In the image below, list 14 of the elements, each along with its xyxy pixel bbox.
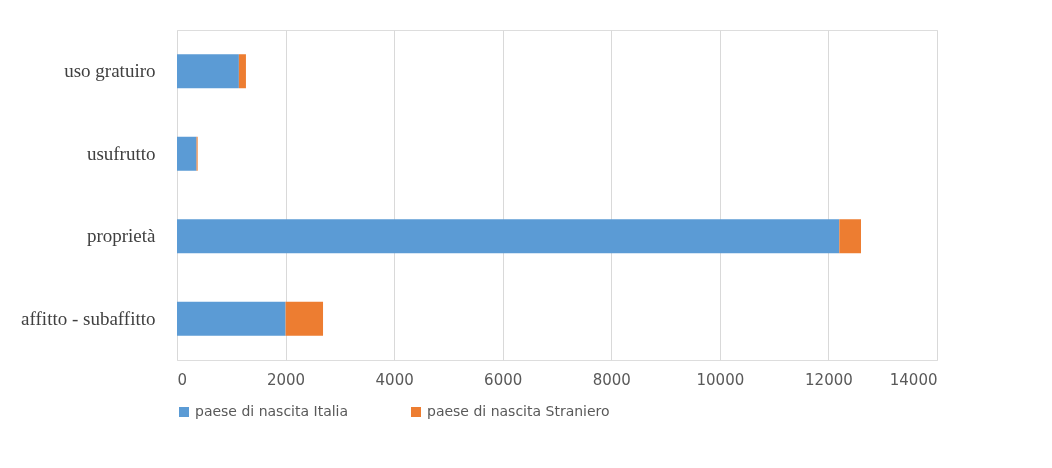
y-tick-label: proprietà	[86, 225, 157, 247]
x-tick-label: 14000	[889, 370, 938, 389]
x-tick-label: 10000	[696, 370, 745, 389]
legend-label: paese di nascita Italia	[195, 403, 349, 419]
y-tick-label: uso gratuiro	[64, 60, 156, 82]
legend-label: paese di nascita Straniero	[427, 403, 610, 419]
x-tick-label: 8000	[592, 370, 631, 389]
y-tick-label: usufrutto	[86, 142, 156, 164]
y-tick-label: affitto - subaffitto	[21, 307, 156, 329]
x-tick-label: 0	[177, 370, 188, 389]
x-tick-label: 2000	[266, 370, 306, 389]
x-tick-label: 6000	[484, 370, 523, 389]
x-tick-label: 12000	[805, 370, 853, 389]
x-tick-label: 4000	[375, 370, 414, 389]
